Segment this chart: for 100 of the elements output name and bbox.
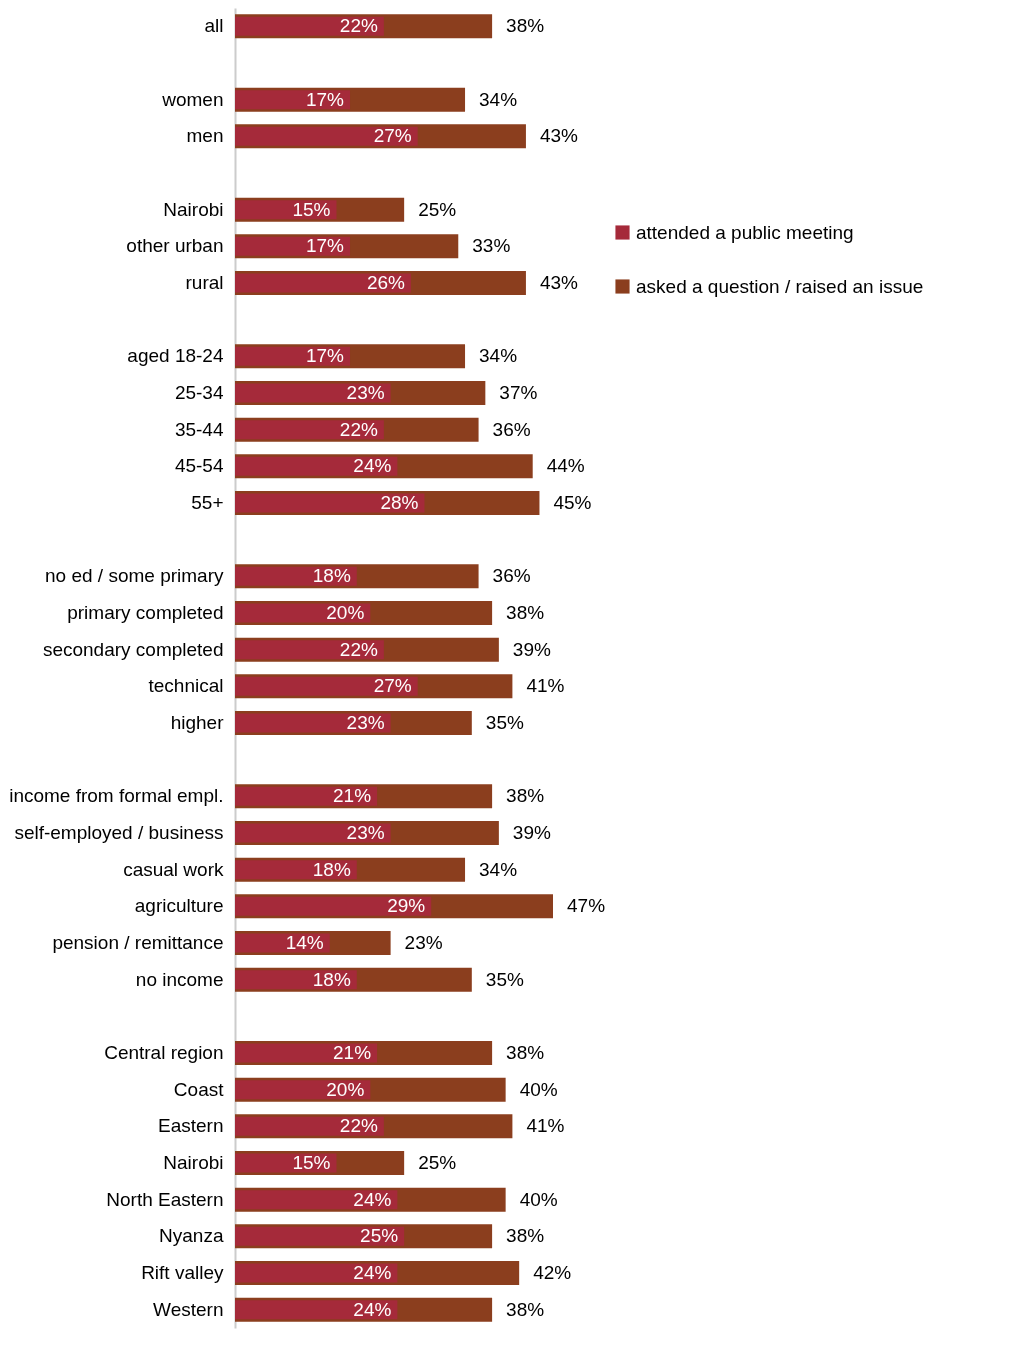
y-tick-label: men	[186, 125, 224, 147]
data-label: 25%	[418, 198, 457, 220]
data-label: 25%	[360, 1225, 399, 1247]
data-label: 17%	[305, 88, 345, 110]
y-tick-label: income from formal empl.	[9, 785, 224, 807]
y-tick-label: casual work	[123, 858, 224, 880]
y-tick-label: Nairobi	[163, 1152, 224, 1173]
data-label: 38%	[506, 1042, 545, 1063]
data-label: 15%	[292, 1152, 331, 1173]
data-label: 38%	[506, 1225, 545, 1247]
data-label: 18%	[312, 565, 351, 587]
y-tick-label: primary completed	[67, 602, 224, 623]
data-label: 41%	[526, 1115, 565, 1137]
data-label: 36%	[492, 418, 531, 440]
bar	[235, 16, 384, 36]
data-label: 38%	[506, 785, 545, 807]
bar	[235, 1043, 378, 1063]
y-tick-label: no ed / some primary	[45, 565, 224, 587]
data-label: 22%	[339, 1115, 378, 1137]
bar	[235, 383, 391, 403]
data-label: 47%	[567, 895, 606, 917]
y-tick-label: 25-34	[174, 382, 224, 403]
bar	[235, 676, 418, 696]
y-tick-label: 45-54	[174, 455, 224, 477]
y-tick-label: Western	[153, 1298, 224, 1320]
data-label: 24%	[353, 1298, 392, 1320]
data-label: 27%	[373, 125, 412, 147]
data-label: 24%	[353, 455, 392, 477]
data-label: 24%	[353, 1262, 392, 1283]
data-label: 23%	[404, 932, 443, 953]
data-label: 38%	[506, 602, 545, 623]
y-tick-label: Eastern	[158, 1115, 224, 1137]
data-label: 27%	[373, 675, 412, 697]
data-label: 25%	[418, 1152, 457, 1173]
data-label: 21%	[333, 1042, 372, 1063]
data-label: 38%	[506, 1298, 545, 1320]
bar	[235, 1226, 405, 1246]
y-tick-label: other urban	[126, 235, 224, 257]
y-tick-label: higher	[170, 712, 225, 733]
y-tick-label: agriculture	[134, 895, 224, 917]
data-label: 18%	[312, 858, 351, 880]
data-label: 38%	[506, 15, 545, 37]
y-tick-label: aged 18-24	[127, 345, 224, 367]
y-tick-label: rural	[185, 272, 224, 293]
data-label: 22%	[339, 15, 378, 37]
data-label: 17%	[305, 235, 345, 257]
y-tick-label: pension / remittance	[52, 932, 224, 953]
data-label: 40%	[519, 1188, 558, 1210]
legend-label: attended a public meeting	[636, 221, 854, 243]
data-label: 20%	[326, 602, 365, 623]
data-label: 42%	[533, 1262, 572, 1283]
bar	[235, 1263, 398, 1283]
bar	[235, 273, 411, 293]
data-label: 36%	[492, 565, 531, 587]
y-tick-label: no income	[135, 968, 224, 990]
y-tick-label: Nyanza	[159, 1225, 224, 1247]
data-label: 26%	[366, 272, 406, 293]
data-label: 29%	[387, 895, 426, 917]
data-label: 39%	[512, 638, 552, 660]
data-label: 43%	[539, 272, 579, 293]
data-label: 22%	[339, 418, 378, 440]
y-tick-label: 35-44	[174, 418, 224, 440]
data-label: 41%	[526, 675, 565, 697]
bar	[235, 786, 378, 806]
data-label: 28%	[380, 492, 419, 513]
data-label: 43%	[539, 125, 579, 147]
bar	[235, 896, 432, 916]
data-label: 37%	[499, 382, 538, 403]
data-label: 35%	[485, 712, 524, 733]
data-label: 23%	[346, 382, 385, 403]
y-tick-label: self-employed / business	[14, 822, 224, 843]
bar	[235, 1300, 398, 1320]
data-label: 17%	[305, 345, 345, 367]
data-label: 20%	[326, 1078, 365, 1100]
y-tick-label: Nairobi	[163, 198, 224, 220]
y-tick-label: Rift valley	[141, 1262, 224, 1283]
legend-label: asked a question / raised an issue	[636, 275, 924, 297]
y-tick-label: all	[204, 15, 224, 37]
bar	[235, 493, 425, 513]
y-tick-label: women	[161, 88, 224, 110]
y-tick-label: Central region	[104, 1042, 224, 1063]
y-tick-label: 55+	[191, 492, 224, 513]
data-label: 40%	[519, 1078, 558, 1100]
data-label: 23%	[346, 712, 385, 733]
data-label: 34%	[479, 858, 518, 880]
data-label: 24%	[353, 1188, 392, 1210]
y-tick-label: secondary completed	[42, 638, 224, 660]
bar	[235, 713, 391, 733]
bar	[235, 823, 391, 843]
data-label: 39%	[512, 822, 552, 843]
bar	[235, 126, 418, 146]
bar	[235, 456, 398, 476]
data-label: 34%	[479, 345, 518, 367]
y-tick-label: North Eastern	[106, 1188, 224, 1210]
bar	[235, 420, 384, 440]
data-label: 23%	[346, 822, 385, 843]
data-label: 44%	[546, 455, 585, 477]
data-label: 15%	[292, 198, 331, 220]
data-label: 33%	[472, 235, 511, 257]
data-label: 34%	[479, 88, 518, 110]
